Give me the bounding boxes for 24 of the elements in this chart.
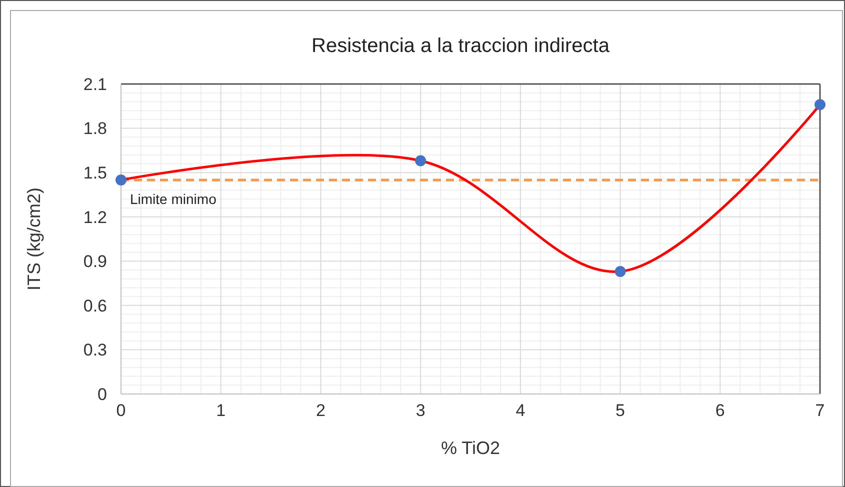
- ref-line-label: Limite minimo: [130, 190, 217, 207]
- x-tick-label: 0: [116, 401, 126, 420]
- y-tick-label: 1.5: [83, 164, 107, 183]
- x-tick-label: 6: [715, 401, 725, 420]
- y-tick-label: 0.9: [83, 252, 107, 272]
- x-axis-title: % TiO2: [440, 438, 500, 458]
- x-tick-label: 5: [616, 401, 626, 420]
- x-tick-label: 3: [416, 401, 426, 420]
- x-tick-label: 1: [216, 401, 226, 420]
- point: [814, 99, 826, 110]
- y-axis-title: ITS (kg/cm2): [24, 187, 44, 291]
- chart-title: Resistencia a la traccion indirecta: [312, 35, 610, 57]
- y-tick-label: 2.1: [83, 74, 107, 94]
- y-tick-label: 0.3: [83, 340, 107, 360]
- y-tick-label: 0: [98, 384, 107, 404]
- y-tick-label: 1.8: [83, 119, 107, 138]
- point: [614, 266, 626, 277]
- point: [116, 174, 126, 186]
- x-tick-label: 7: [815, 401, 825, 420]
- x-tick-label: 4: [516, 401, 526, 420]
- x-tick-label: 2: [316, 401, 326, 420]
- y-tick-label: 1.2: [83, 208, 107, 227]
- point: [415, 155, 426, 166]
- y-tick-label: 0.6: [83, 296, 107, 316]
